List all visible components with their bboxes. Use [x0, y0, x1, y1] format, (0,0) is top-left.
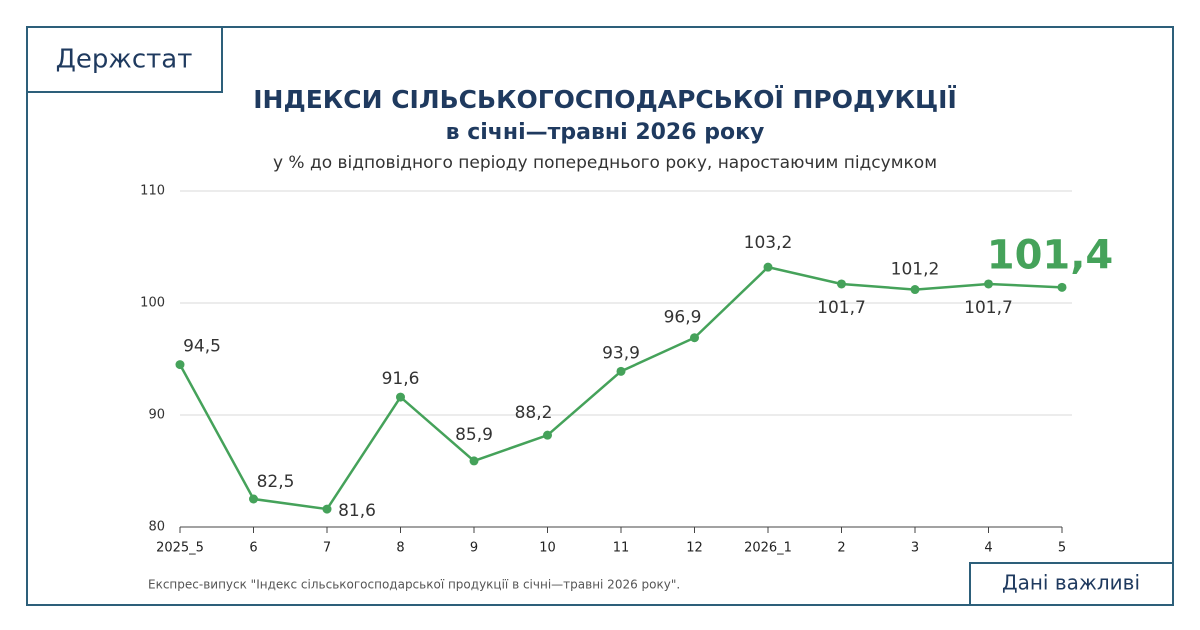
point — [322, 504, 332, 514]
point — [984, 279, 993, 289]
value-label: 82,5 — [257, 472, 295, 492]
point — [910, 285, 920, 295]
chart-subtitle: в січні—травні 2026 року — [446, 120, 765, 145]
x-tick-label: 2025_5 — [156, 541, 204, 556]
point — [616, 366, 626, 376]
tag: Дані важливі — [1002, 571, 1140, 595]
brand: Держстат — [56, 45, 193, 75]
x-tick-label: 10 — [539, 541, 556, 556]
x-tick-label: 11 — [613, 541, 630, 556]
value-label: 88,2 — [515, 403, 553, 423]
value-label: 96,9 — [664, 308, 702, 328]
brand-box — [26, 26, 223, 93]
x-tick-label: 6 — [249, 541, 257, 556]
x-tick-label: 9 — [470, 541, 478, 556]
point — [469, 456, 479, 466]
value-label: 94,5 — [183, 337, 221, 357]
x-tick-label: 2 — [837, 541, 845, 556]
value-label: 101,7 — [964, 298, 1013, 318]
x-tick-label: 8 — [396, 541, 404, 556]
value-label: 81,6 — [338, 501, 376, 521]
value-label: 101,7 — [817, 298, 866, 318]
point — [837, 279, 846, 289]
source: Експрес-випуск "Індекс сільськогосподарс… — [148, 578, 680, 592]
y-axis-label: у % до відповідного періоду попереднього… — [273, 153, 937, 173]
x-tick-label: 12 — [686, 541, 703, 556]
point — [396, 392, 405, 402]
tag-box — [969, 562, 1174, 606]
point — [690, 333, 699, 343]
x-tick-label: 4 — [984, 541, 992, 556]
x-tick-label: 3 — [911, 541, 919, 556]
point — [1057, 282, 1067, 292]
x-tick-label: 2026_1 — [744, 541, 792, 556]
value-label: 101,4 — [987, 232, 1114, 278]
y-tick-label: 110 — [140, 184, 165, 199]
value-label: 103,2 — [744, 233, 793, 253]
x-tick-label: 5 — [1058, 541, 1066, 556]
point — [175, 360, 185, 370]
y-tick-label: 90 — [148, 408, 165, 423]
point — [763, 262, 773, 272]
point — [249, 494, 258, 504]
chart-title: ІНДЕКСИ СІЛЬСЬКОГОСПОДАРСЬКОЇ ПРОДУКЦІЇ — [253, 84, 957, 114]
value-label: 85,9 — [455, 425, 493, 445]
point — [543, 430, 552, 440]
y-tick-label: 80 — [148, 520, 165, 535]
value-label: 91,6 — [382, 369, 420, 389]
x-tick-label: 7 — [323, 541, 331, 556]
value-label: 101,2 — [891, 260, 940, 280]
y-tick-label: 100 — [140, 296, 165, 311]
frame — [26, 26, 1174, 606]
value-label: 93,9 — [602, 343, 640, 363]
